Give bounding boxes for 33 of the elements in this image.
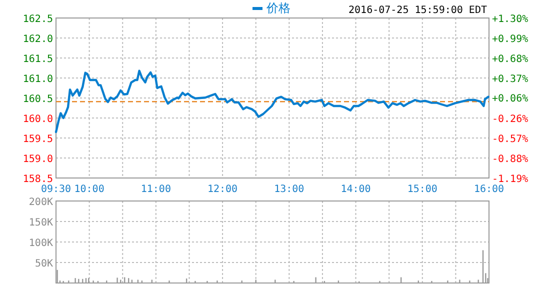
x-tick-label: 11:00 [140, 184, 171, 195]
y2-tick-label: +0.06% [492, 94, 528, 105]
y2-tick-label: +0.68% [492, 54, 528, 65]
y-tick-label: 160.0 [22, 114, 53, 125]
y-tick-label: 158.5 [22, 174, 53, 185]
y2-tick-label: -0.88% [492, 154, 528, 166]
y-tick-label: 161.0 [22, 74, 53, 85]
y-tick-label: 162.5 [22, 14, 53, 25]
x-tick-label: 14:00 [340, 184, 371, 195]
y-tick-label: 150K [28, 218, 53, 228]
y-tick-label: 159.5 [22, 134, 53, 145]
y-tick-label: 100K [28, 238, 53, 249]
x-tick-label: 12:00 [207, 184, 238, 195]
y2-tick-label: +0.37% [492, 74, 528, 85]
y-tick-label: 161.5 [22, 54, 53, 65]
y-tick-label: 159.0 [22, 154, 53, 165]
x-tick-label: 13:00 [274, 184, 304, 195]
y2-tick-label: -1.19% [492, 174, 528, 185]
line-series [54, 70, 490, 134]
x-tick-label: 09:30 [40, 184, 72, 195]
y2-tick-label: +1.30% [492, 14, 528, 25]
legend-label: 价格 [266, 1, 290, 15]
y2-tick-label: -0.26% [492, 114, 528, 126]
y-tick-label: 50K [34, 258, 53, 270]
y2-tick-label: -0.57% [492, 134, 528, 146]
text: 2016-07-25 15:59:00 EDT [348, 5, 487, 16]
y2-tick-label: +0.99% [492, 34, 528, 45]
y-tick-label: 162.0 [22, 34, 53, 45]
x-tick-label: 15:00 [407, 184, 438, 195]
x-tick-label: 10:00 [74, 184, 104, 195]
y-tick-label: 200K [28, 197, 53, 208]
x-tick-label: 16:00 [474, 184, 504, 195]
y-tick-label: 160.5 [22, 94, 53, 105]
